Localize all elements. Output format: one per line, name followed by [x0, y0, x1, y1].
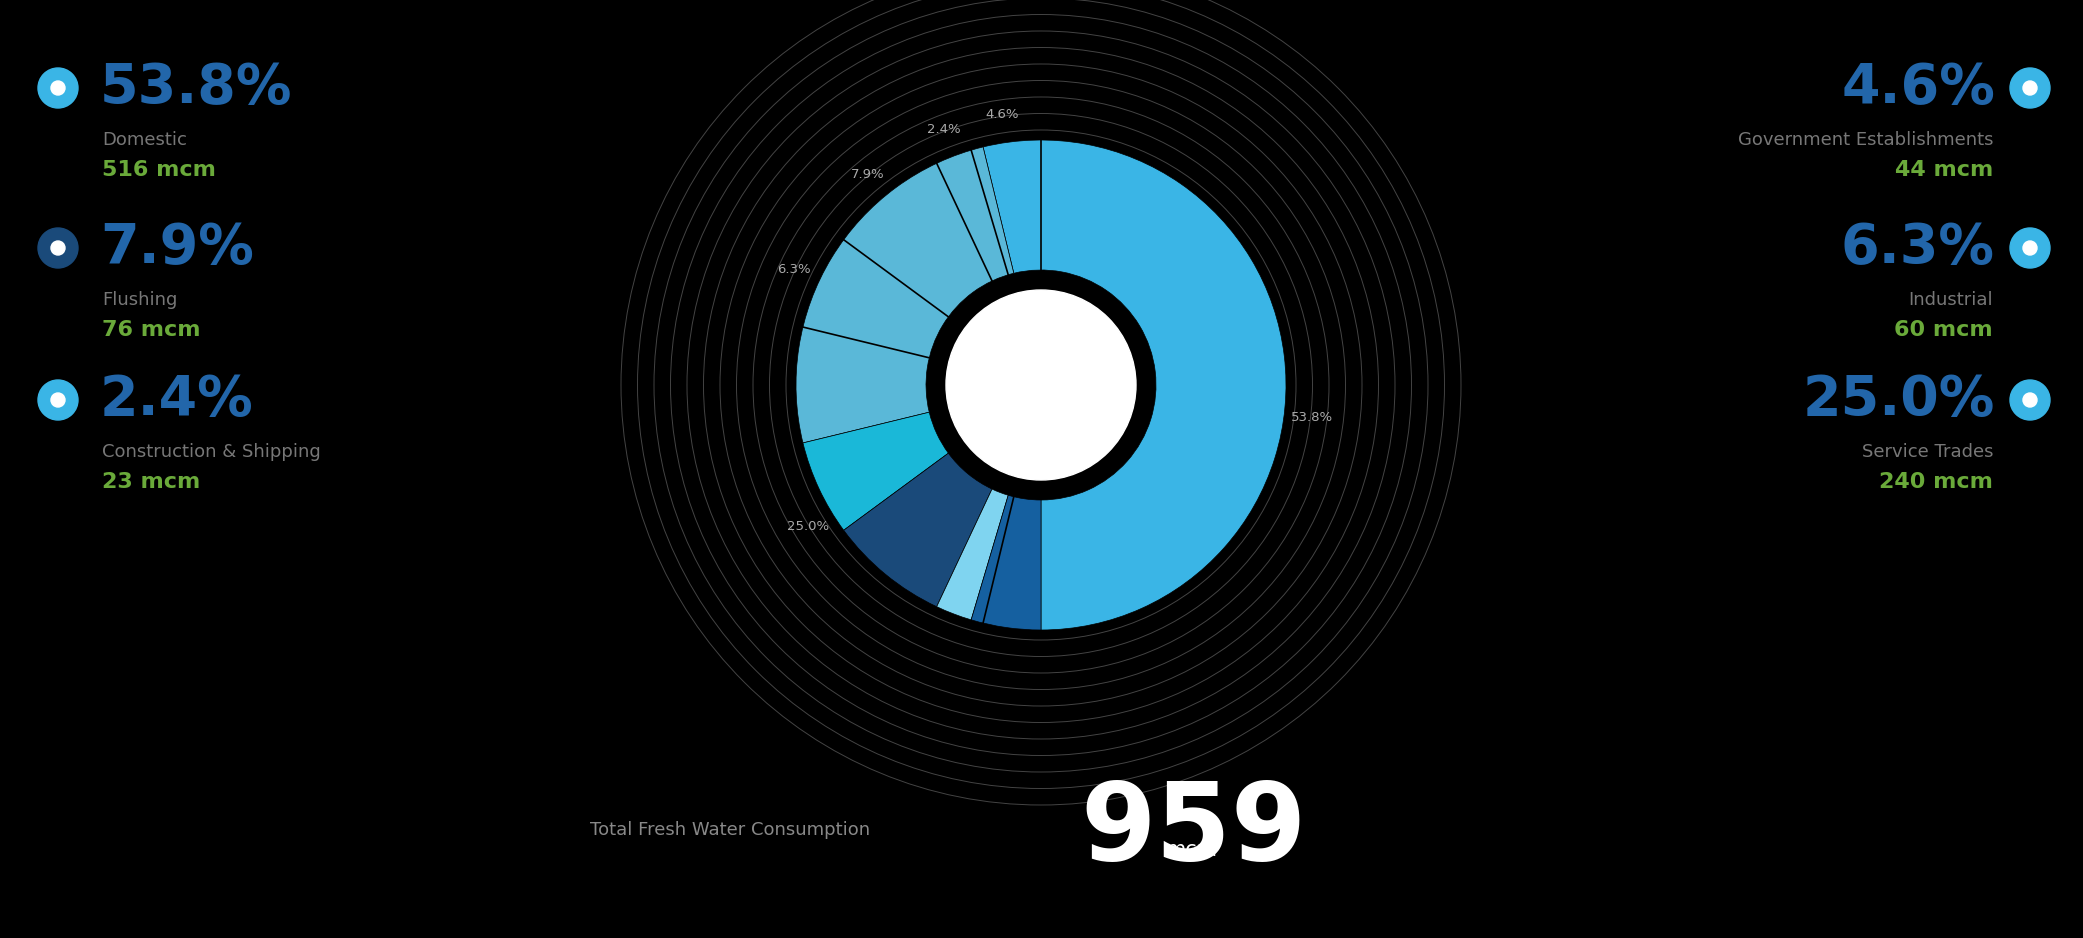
Text: 25.0%: 25.0%: [787, 521, 829, 534]
Text: Service Trades: Service Trades: [1862, 443, 1993, 461]
Circle shape: [2010, 380, 2050, 420]
Wedge shape: [971, 495, 1042, 630]
Text: 4.6%: 4.6%: [1841, 61, 1996, 115]
Text: 60 mcm: 60 mcm: [1893, 320, 1993, 340]
Text: Total Fresh Water Consumption: Total Fresh Water Consumption: [589, 821, 871, 839]
Text: 6.3%: 6.3%: [777, 263, 810, 276]
Text: 44 mcm: 44 mcm: [1896, 160, 1993, 180]
Text: 959: 959: [1079, 777, 1306, 883]
Text: mcm: mcm: [1164, 840, 1216, 860]
Text: Flushing: Flushing: [102, 291, 177, 309]
Text: 7.9%: 7.9%: [850, 168, 885, 181]
Text: 6.3%: 6.3%: [1841, 221, 1996, 275]
Wedge shape: [983, 140, 1285, 630]
Text: Industrial: Industrial: [1908, 291, 1993, 309]
Text: 25.0%: 25.0%: [1802, 373, 1996, 427]
Text: 76 mcm: 76 mcm: [102, 320, 200, 340]
Text: 4.6%: 4.6%: [985, 109, 1019, 121]
Text: 516 mcm: 516 mcm: [102, 160, 217, 180]
Text: Construction & Shipping: Construction & Shipping: [102, 443, 321, 461]
Circle shape: [50, 81, 65, 95]
Text: 2.4%: 2.4%: [100, 373, 254, 427]
Text: Domestic: Domestic: [102, 131, 187, 149]
Text: 7.9%: 7.9%: [100, 221, 254, 275]
Circle shape: [2023, 81, 2037, 95]
Circle shape: [37, 68, 77, 108]
Text: 53.8%: 53.8%: [100, 61, 292, 115]
Text: 23 mcm: 23 mcm: [102, 472, 200, 492]
Wedge shape: [844, 453, 992, 607]
Text: 240 mcm: 240 mcm: [1879, 472, 1993, 492]
Circle shape: [37, 228, 77, 268]
Wedge shape: [796, 147, 1014, 443]
Circle shape: [50, 393, 65, 407]
Circle shape: [2023, 241, 2037, 255]
Circle shape: [2010, 228, 2050, 268]
Wedge shape: [802, 412, 948, 530]
Circle shape: [2023, 393, 2037, 407]
Circle shape: [37, 380, 77, 420]
Text: Government Establishments: Government Establishments: [1737, 131, 1993, 149]
Text: 2.4%: 2.4%: [927, 124, 960, 136]
Text: 53.8%: 53.8%: [1291, 411, 1333, 424]
Circle shape: [50, 241, 65, 255]
Wedge shape: [937, 489, 1008, 620]
Circle shape: [946, 290, 1135, 480]
Circle shape: [2010, 68, 2050, 108]
